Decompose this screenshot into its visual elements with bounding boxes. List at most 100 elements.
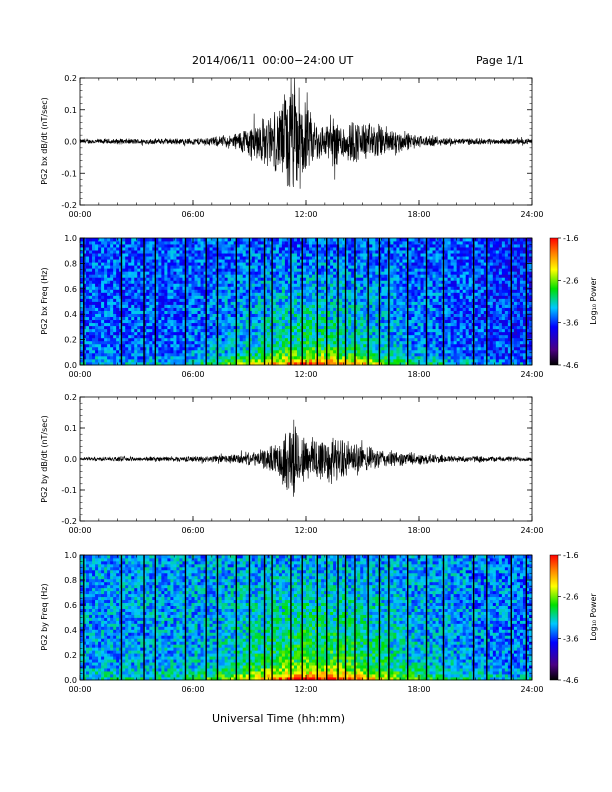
spectrogram-cell (233, 268, 238, 272)
spectrogram-cell (152, 238, 156, 242)
spectrogram-cell (152, 343, 156, 348)
spectrogram-cell (239, 238, 244, 242)
spectrogram-cell (173, 337, 177, 342)
spectrogram-cell (408, 292, 412, 296)
spectrogram-cell (324, 349, 328, 354)
spectrogram-cell (324, 298, 328, 302)
spectrogram-cell (179, 337, 183, 342)
spectrogram-cell (290, 274, 295, 278)
spectrogram-cell (206, 304, 210, 308)
spectrogram-cell (104, 256, 108, 260)
spectrogram-cell (375, 361, 379, 366)
spectrogram-cell (393, 358, 397, 363)
spectrogram-cell (191, 292, 195, 296)
spectrogram-cell (423, 346, 427, 351)
spectrogram-cell (372, 244, 376, 248)
spectrogram-cell (200, 244, 204, 248)
spectrogram-cell (420, 277, 424, 281)
spectrogram-cell (318, 334, 322, 339)
spectrogram-cell (110, 238, 114, 242)
spectrogram-cell (296, 295, 301, 299)
spectrogram-cell (375, 274, 379, 278)
spectrogram-cell (284, 286, 289, 290)
spectrogram-cell (107, 358, 111, 363)
spectrogram-cell (149, 247, 153, 251)
spectrogram-cell (384, 316, 388, 321)
spectrogram-cell (393, 274, 397, 278)
spectrogram-cell (278, 319, 283, 324)
spectrogram-cell (185, 337, 189, 342)
spectrogram-cell (396, 268, 400, 272)
spectrogram-cell (116, 352, 120, 357)
spectrogram-cell (209, 361, 213, 366)
spectrogram-cell (125, 268, 129, 272)
spectrogram-cell (402, 349, 406, 354)
spectrogram-cell (152, 301, 156, 305)
spectrogram-cell (251, 298, 256, 302)
spectrogram-cell (417, 262, 421, 266)
spectrogram-cell (290, 310, 295, 314)
spectrogram-cell (296, 361, 301, 366)
spectrogram-cell (83, 283, 87, 287)
spectrogram-cell (149, 292, 153, 296)
spectrogram-cell (284, 343, 289, 348)
spectrogram-cell (98, 238, 102, 242)
spectrogram-cell (345, 259, 349, 263)
spectrogram-cell (396, 352, 400, 357)
spectrogram-cell (302, 310, 307, 314)
spectrogram-cell (89, 262, 93, 266)
spectrogram-cell (263, 295, 268, 299)
spectrogram-cell (263, 298, 268, 302)
spectrogram-cell (191, 304, 195, 308)
spectrogram-cell (140, 322, 144, 327)
spectrogram-cell (182, 358, 186, 363)
spectrogram-cell (134, 283, 138, 287)
spectrogram-cell (155, 349, 159, 354)
spectrogram-cell (86, 361, 90, 366)
spectrogram-cell (230, 334, 235, 339)
spectrogram-cell (333, 307, 337, 311)
spectrogram-cell (179, 280, 183, 284)
spectrogram-cell (125, 280, 129, 284)
spectrogram-cell (227, 271, 232, 275)
spectrogram-cell (309, 355, 313, 360)
spectrogram-cell (272, 298, 277, 302)
spectrogram-cell (333, 334, 337, 339)
spectrogram-cell (345, 298, 349, 302)
spectrogram-cell (330, 355, 334, 360)
spectrogram-cell (158, 253, 162, 257)
spectrogram-cell (107, 325, 111, 330)
spectrogram-cell (254, 331, 259, 336)
spectrogram-cell (275, 355, 280, 360)
spectrogram-cell (348, 280, 352, 284)
spectrogram-cell (167, 295, 171, 299)
spectrogram-cell (197, 361, 201, 366)
spectrogram-cell (260, 325, 265, 330)
spectrogram-cell (284, 310, 289, 314)
spectrogram-cell (182, 301, 186, 305)
spectrogram-cell (203, 310, 207, 314)
spectrogram-cell (188, 349, 192, 354)
spectrogram-cell (357, 268, 361, 272)
spectrogram-cell (348, 262, 352, 266)
spectrogram-cell (179, 316, 183, 321)
spectrogram-cell (248, 250, 253, 254)
spectrogram-cell (125, 310, 129, 314)
spectrogram-cell (239, 316, 244, 321)
spectrogram-cell (333, 295, 337, 299)
spectrogram-cell (95, 283, 99, 287)
spectrogram-cell (185, 313, 189, 318)
spectrogram-cell (95, 250, 99, 254)
spectrogram-cell (420, 268, 424, 272)
spectrogram-cell (272, 307, 277, 311)
spectrogram-cell (278, 259, 283, 263)
spectrogram-cell (89, 265, 93, 269)
spectrogram-cell (230, 286, 235, 290)
spectrogram-cell (306, 358, 310, 363)
spectrogram-cell (200, 352, 204, 357)
spectrogram-cell (357, 322, 361, 327)
spectrogram-cell (402, 265, 406, 269)
spectrogram-cell (212, 277, 216, 281)
spectrogram-cell (284, 331, 289, 336)
spectrogram-cell (293, 346, 298, 351)
